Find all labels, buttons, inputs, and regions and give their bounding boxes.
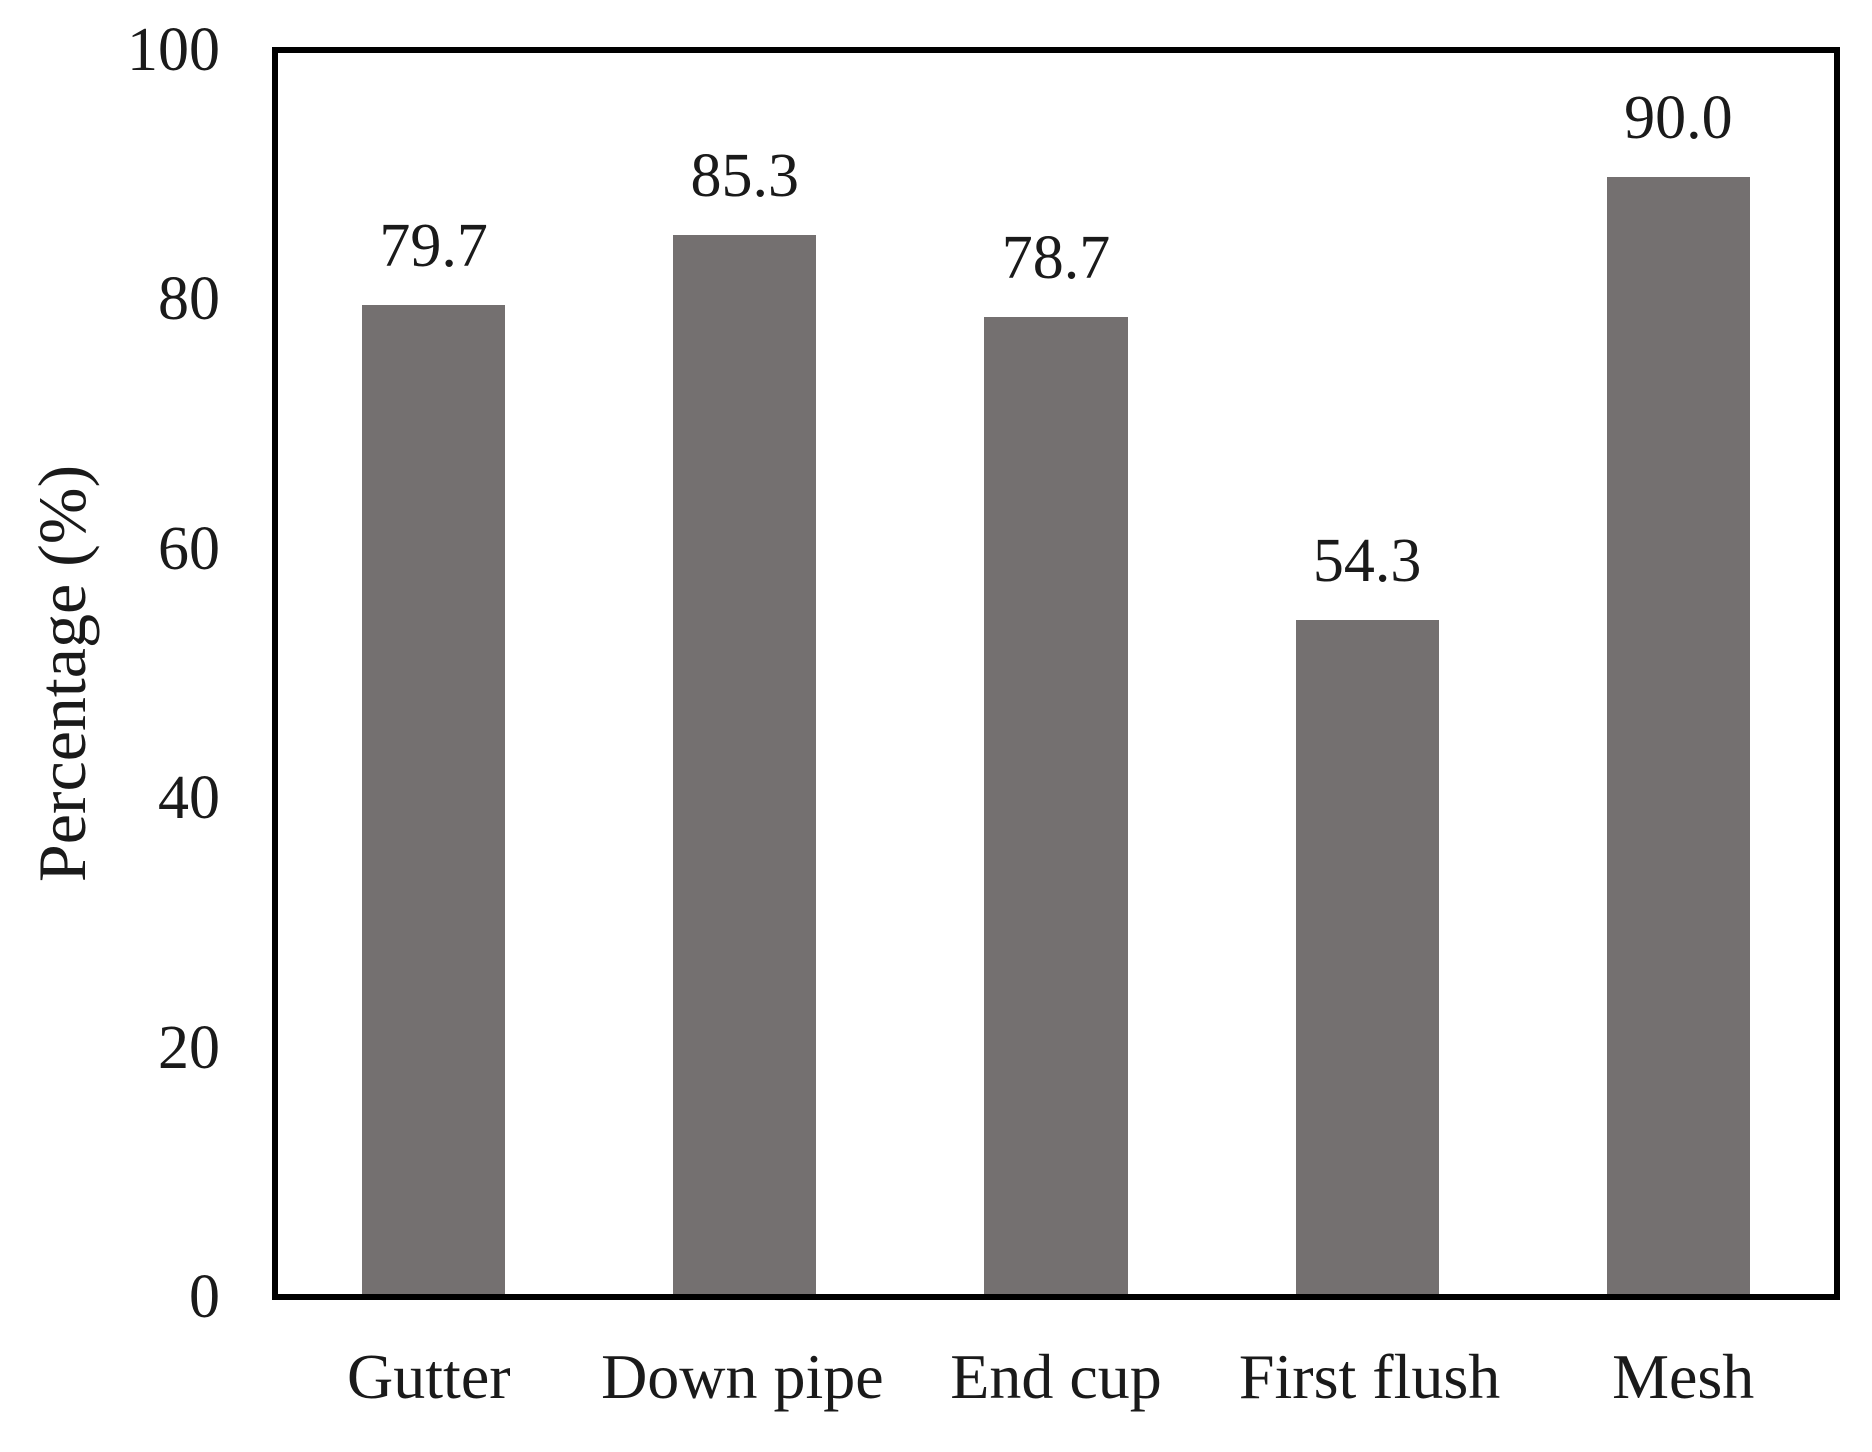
y-tick-label-60: 60: [158, 515, 220, 583]
value-label: 79.7: [379, 211, 488, 280]
x-axis-label: Mesh: [1612, 1341, 1755, 1412]
value-label: 78.7: [1001, 224, 1111, 293]
plot-area: 79.7 85.3 78.7 54.3 90.0: [272, 47, 1840, 1300]
bar: [673, 235, 817, 1294]
value-label: 90.0: [1624, 84, 1733, 153]
y-tick-label-100: 100: [127, 16, 220, 84]
x-axis-label: First flush: [1238, 1341, 1501, 1412]
value-label: 54.3: [1312, 527, 1422, 596]
bar: [1295, 620, 1439, 1294]
y-tick-label-80: 80: [158, 265, 220, 333]
y-tick-label-40: 40: [158, 764, 220, 832]
bar-slot-gutter: 79.7: [278, 53, 589, 1294]
y-axis-title: Percentage (%): [0, 47, 126, 1300]
bar-slot-down-pipe: 85.3: [589, 53, 900, 1294]
bar-slot-mesh: 90.0: [1523, 53, 1834, 1294]
x-axis-label: End cup: [950, 1341, 1162, 1412]
y-tick-label-20: 20: [158, 1014, 220, 1082]
x-axis-label: Gutter: [347, 1341, 511, 1412]
value-label: 85.3: [690, 142, 800, 211]
bar: [984, 317, 1128, 1294]
y-tick-label-0: 0: [189, 1263, 220, 1331]
x-axis-labels: Gutter Down pipe End cup First flush Mes…: [272, 1312, 1840, 1442]
x-axis-label: Down pipe: [601, 1341, 884, 1412]
bar-slot-end-cup: 78.7: [900, 53, 1211, 1294]
bar: [362, 304, 506, 1294]
bar-slot-first-flush: 54.3: [1212, 53, 1523, 1294]
bar: [1606, 177, 1750, 1294]
